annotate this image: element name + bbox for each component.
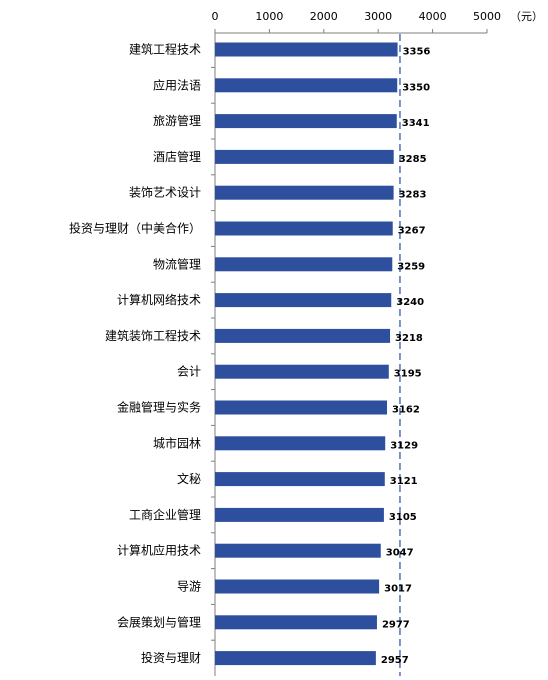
data-label: 3240 [396, 297, 424, 308]
data-label: 3017 [384, 584, 412, 595]
data-label: 3259 [397, 261, 425, 272]
data-label: 3350 [402, 82, 430, 93]
bar [215, 328, 391, 343]
bar [215, 436, 386, 451]
category-label: 会计 [177, 365, 201, 379]
data-label: 2957 [381, 655, 409, 666]
category-label: 会展策划与管理 [117, 614, 201, 629]
data-label: 3283 [399, 190, 427, 201]
category-label: 金融管理与实务 [117, 400, 201, 415]
bar [215, 543, 381, 558]
category-label: 装饰艺术设计 [129, 186, 201, 200]
bar [215, 78, 398, 93]
x-axis-unit-label: （元） [510, 10, 543, 23]
category-label: 物流管理 [153, 256, 201, 271]
data-label: 3121 [390, 476, 418, 487]
bar [215, 293, 392, 308]
category-label: 城市园林 [153, 435, 201, 450]
data-label: 3195 [394, 369, 422, 380]
category-label: 工商企业管理 [129, 507, 201, 522]
bars [215, 42, 398, 666]
data-label: 3285 [399, 154, 427, 165]
bar [215, 472, 385, 487]
category-label: 投资与理财 [141, 650, 201, 665]
category-label: 酒店管理 [153, 149, 201, 164]
category-label: 投资与理财（中美合作） [69, 221, 201, 236]
data-label: 3218 [395, 333, 423, 344]
data-label: 3341 [402, 118, 430, 129]
category-label: 建筑工程技术 [129, 42, 201, 57]
x-tick-label: 0 [212, 10, 219, 23]
x-tick-label: 2000 [310, 10, 338, 23]
x-tick-label: 3000 [364, 10, 392, 23]
data-label: 3105 [389, 512, 417, 523]
category-label: 计算机应用技术 [117, 543, 201, 558]
bar [215, 651, 376, 666]
bar [215, 257, 393, 272]
x-axis: 0 1000 2000 3000 4000 5000 （元） [212, 10, 543, 34]
x-tick-label: 4000 [419, 10, 447, 23]
data-label: 3129 [390, 440, 418, 451]
x-tick-label: 5000 [473, 10, 501, 23]
bar [215, 579, 380, 594]
bar [215, 221, 393, 236]
bar [215, 507, 384, 522]
bar [215, 42, 398, 57]
bar [215, 400, 388, 415]
category-label: 建筑装饰工程技术 [105, 328, 201, 343]
bar [215, 615, 377, 630]
bar [215, 114, 397, 129]
data-label: 3047 [386, 548, 414, 559]
category-label: 计算机网络技术 [117, 292, 201, 307]
x-tick-label: 1000 [255, 10, 283, 23]
category-label: 文秘 [177, 471, 201, 486]
data-labels: 3356 3350 3341 3285 3283 3267 3259 3240 3218 3195… [381, 47, 431, 667]
y-axis [211, 33, 216, 676]
data-label: 3162 [392, 405, 420, 416]
data-label: 3356 [403, 47, 431, 58]
category-label: 导游 [177, 580, 201, 594]
bar [215, 185, 394, 200]
category-label: 应用法语 [153, 77, 201, 92]
bar [215, 149, 394, 164]
data-label: 2977 [382, 619, 410, 630]
bar [215, 364, 389, 379]
category-label: 旅游管理 [153, 113, 201, 128]
data-label: 3267 [398, 226, 426, 237]
